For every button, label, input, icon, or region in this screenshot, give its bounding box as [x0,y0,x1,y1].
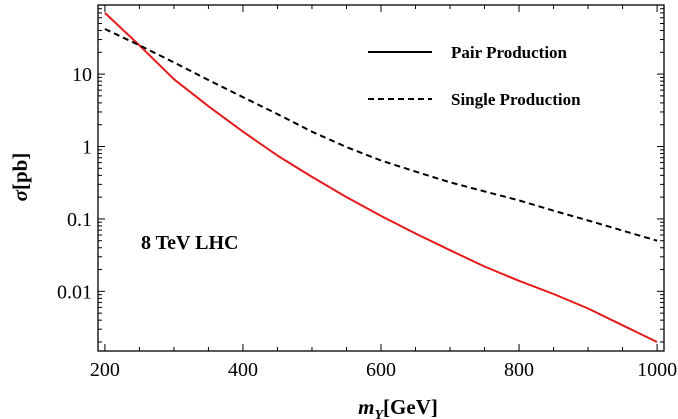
legend-label-pair-production: Pair Production [451,43,568,62]
annotation-8tev-lhc: 8 TeV LHC [141,232,238,254]
x-axis-title-unit: [GeV] [383,395,438,419]
x-axis-title-var: m [358,395,374,419]
y-axis-title-var: σ [8,189,32,201]
legend-label-single-production: Single Production [451,90,581,109]
x-tick-label: 800 [504,359,534,381]
x-tick-label: 200 [90,359,120,381]
legend: Pair Production Single Production [368,43,581,109]
x-axis-title-sub: Y [374,408,384,419]
y-tick-label: 0.01 [57,281,92,303]
y-axis-title: σ[pb] [8,153,32,202]
y-tick-label: 0.1 [67,209,92,231]
y-tick-label: 1 [82,137,92,159]
series-layer [104,12,658,343]
x-tick-label: 1000 [637,359,677,381]
y-tick-label: 10 [72,64,92,86]
plot-frame [97,4,665,352]
y-axis-title-unit: [pb] [8,153,32,190]
series-line-single-production [104,28,658,242]
x-tick-label: 400 [228,359,258,381]
ticks-layer: 200 400 600 800 1000 0.01 0.1 1 10 [57,4,677,381]
series-line-pair-production [104,12,658,343]
x-tick-label: 600 [366,359,396,381]
x-axis-title: mY[GeV] [358,395,438,419]
